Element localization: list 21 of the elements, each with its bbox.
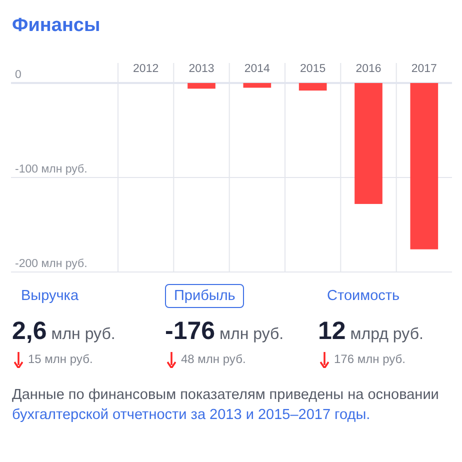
text: 2,6 млн руб. — [12, 317, 116, 345]
text: 15 млн руб. — [28, 352, 93, 367]
text: 176 млн руб. — [334, 352, 406, 367]
text: бухгалтерской отчетности за 2013 и 2015–2017 годы. — [12, 407, 370, 423]
text: Данные по финансовым показателям приведены на основании — [12, 387, 439, 403]
x-tick-label: 2014 — [244, 63, 271, 75]
x-tick-label: 2013 — [188, 63, 214, 75]
chart-title: Финансы — [12, 15, 100, 36]
text: 48 млн руб. — [181, 352, 246, 367]
y-tick-label: -200 млн руб. — [15, 258, 88, 270]
text: 12 млрд руб. — [318, 317, 424, 345]
y-tick-label: -100 млн руб. — [15, 164, 88, 176]
x-tick-label: 2016 — [356, 63, 382, 75]
text: -176 млн руб. — [165, 317, 284, 345]
x-tick-label: 2012 — [133, 63, 159, 75]
text: Прибыль — [165, 284, 244, 308]
y-tick-label: 0 — [15, 69, 22, 81]
x-tick-label: 2015 — [300, 63, 326, 75]
text: Стоимость — [326, 287, 401, 306]
x-tick-label: 2017 — [411, 63, 437, 75]
text: Выручка — [20, 287, 80, 306]
